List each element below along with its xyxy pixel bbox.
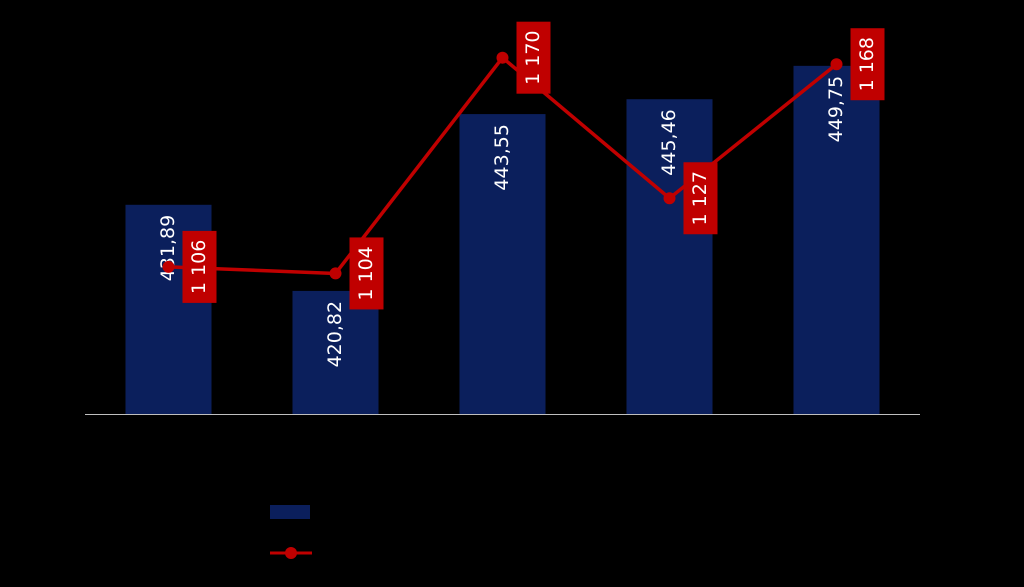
line-marker <box>162 260 175 273</box>
bar-value-label: 420,82 <box>324 301 346 367</box>
legend-swatch <box>270 505 310 519</box>
label-box <box>683 162 718 235</box>
line-value-label: 1 127 <box>689 171 711 225</box>
bar-value-label: 449,75 <box>825 76 847 142</box>
line-value-label: 1 106 <box>188 240 210 294</box>
line-value-label: 1 104 <box>355 246 377 300</box>
line-marker <box>663 192 676 205</box>
label-box <box>182 230 217 303</box>
line-value-label: 1 170 <box>522 30 544 84</box>
bar <box>292 290 379 414</box>
bar-value-label: 443,55 <box>491 124 513 190</box>
line-value-label: 1 168 <box>856 37 878 91</box>
label-box <box>850 28 885 101</box>
label-box <box>516 21 551 94</box>
line-marker <box>830 58 843 71</box>
bar <box>626 99 713 415</box>
line-marker <box>496 51 509 64</box>
label-box <box>349 237 384 310</box>
line-marker <box>329 267 342 280</box>
bar <box>459 114 546 415</box>
legend-swatch <box>285 547 297 559</box>
bar <box>793 65 880 414</box>
bar-value-label: 445,46 <box>658 109 680 175</box>
